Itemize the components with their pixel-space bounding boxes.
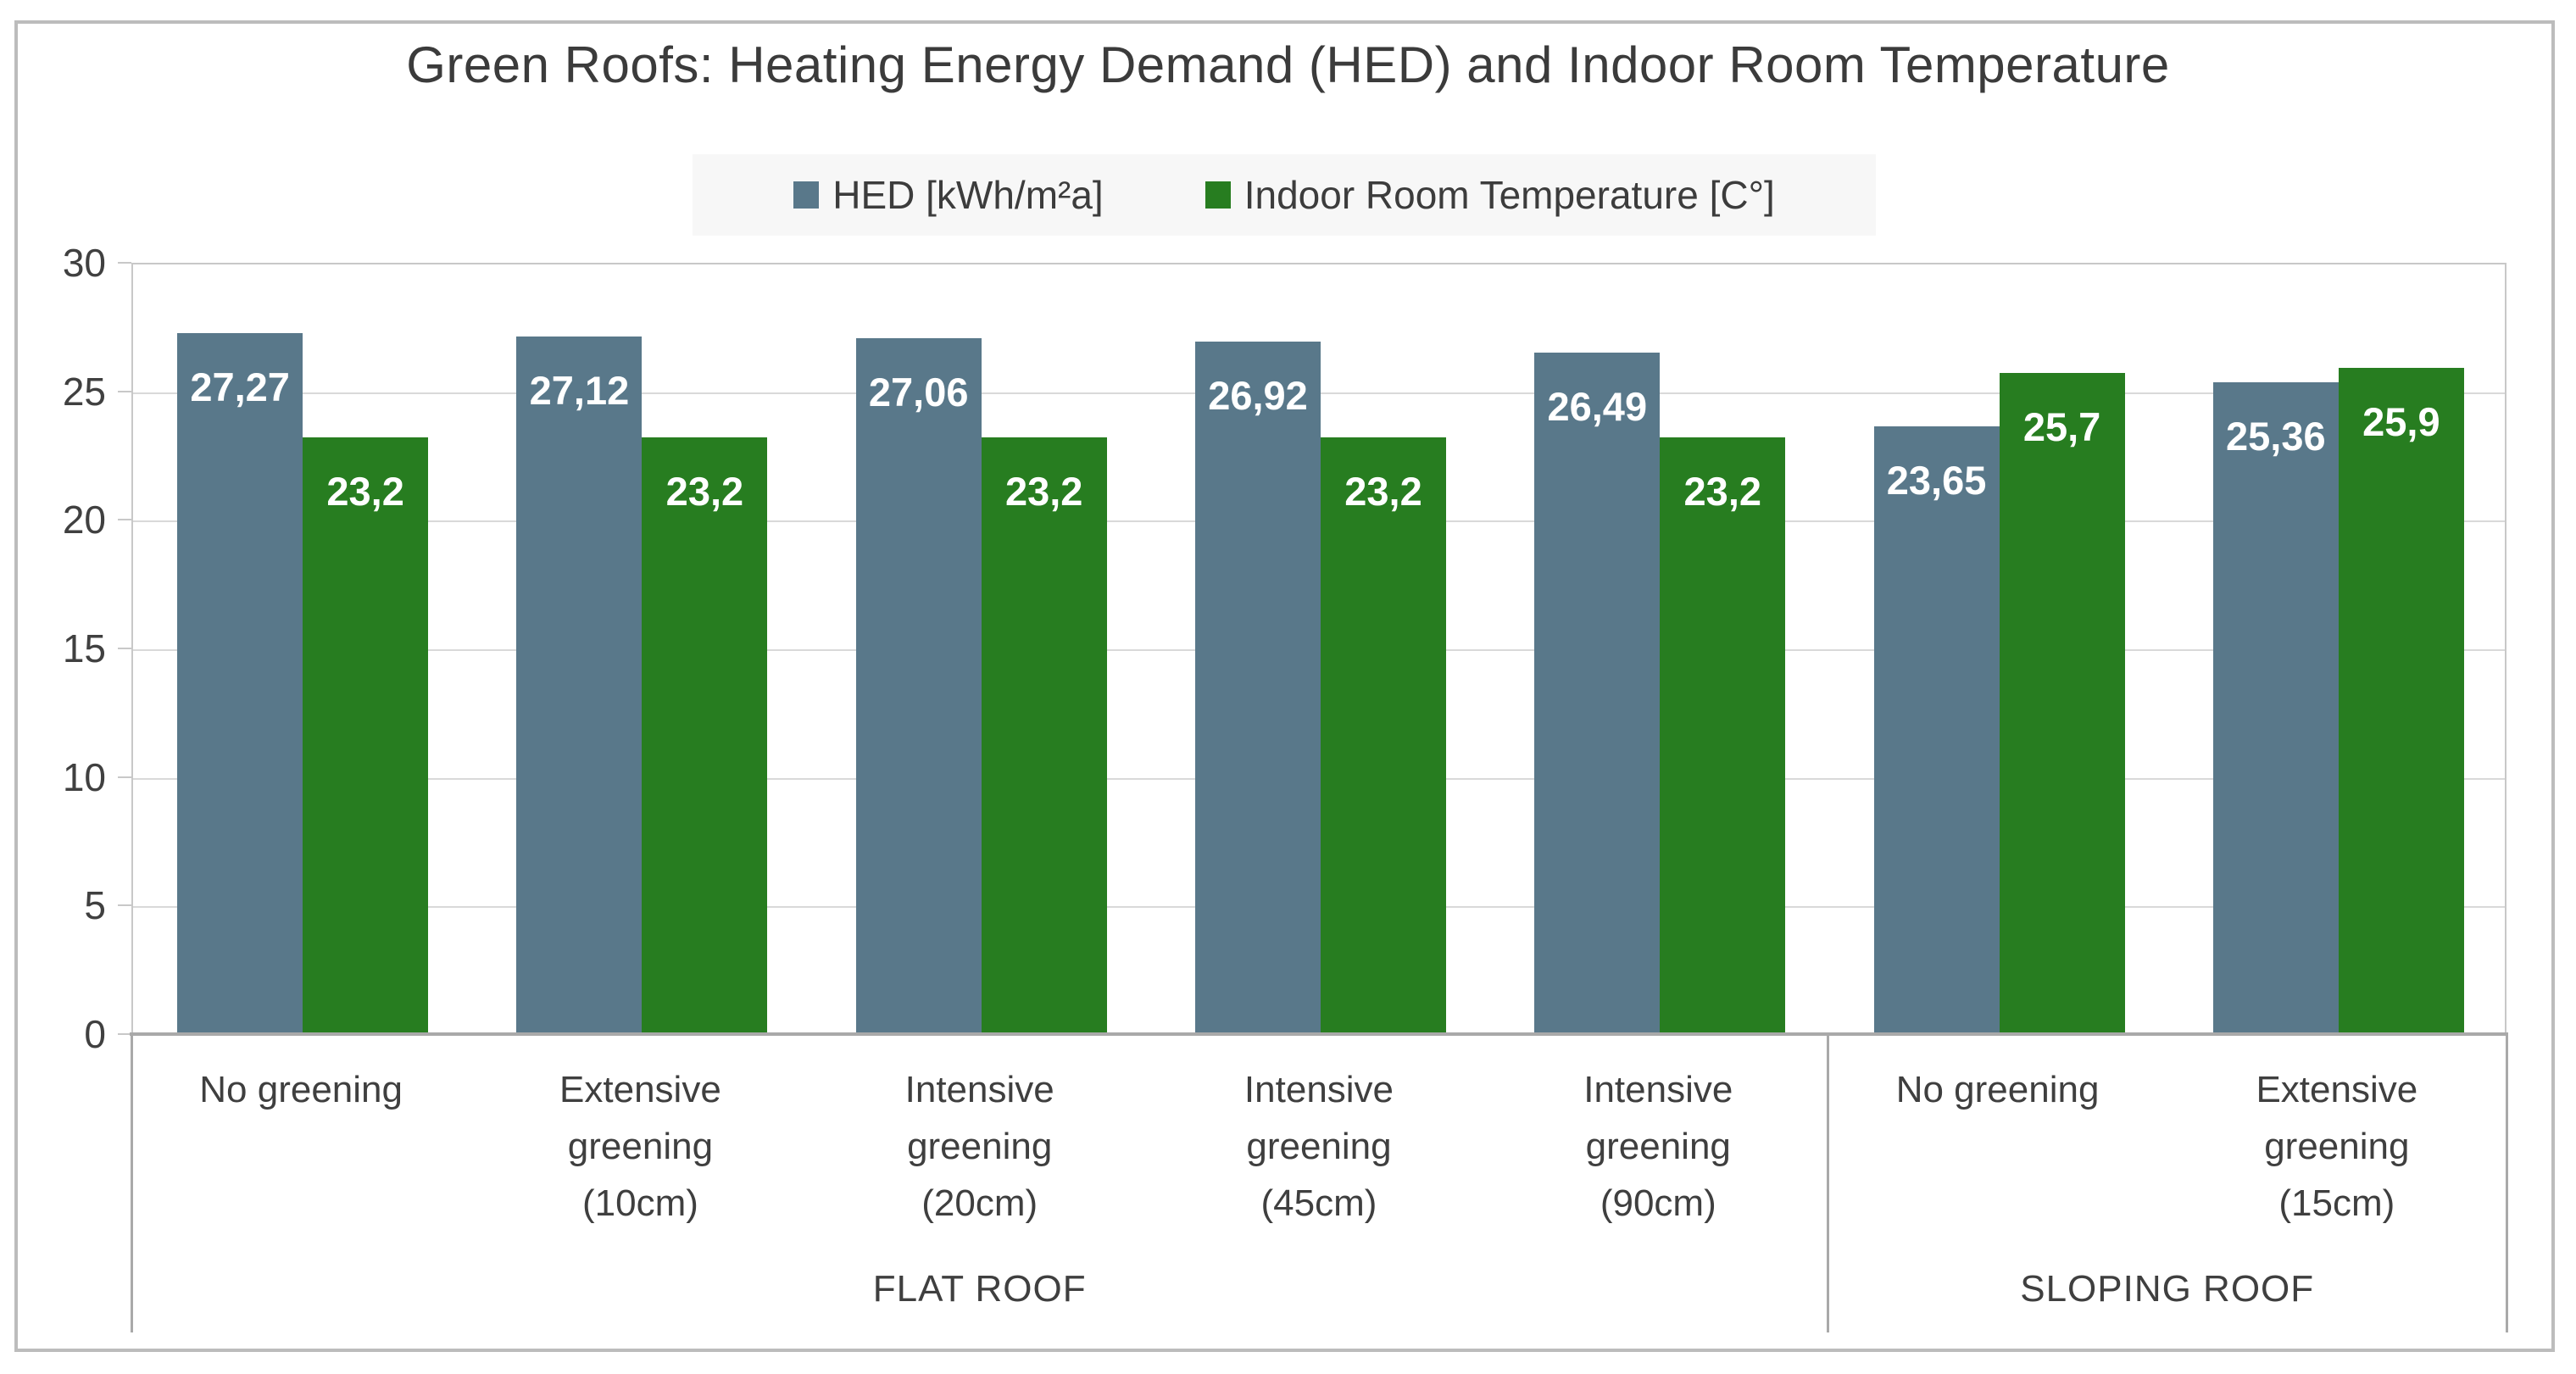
chart-title: Green Roofs: Heating Energy Demand (HED)…: [406, 36, 2170, 93]
y-tick-label-25: 25: [62, 369, 106, 414]
bar-series0-cat3: 26,92: [1195, 342, 1321, 1034]
category-label-line: (10cm): [581, 1182, 698, 1224]
bar-series1-cat2: 23,2: [981, 437, 1107, 1034]
category-label-line: greening: [907, 1126, 1053, 1167]
bar-series0-cat0: 27,27: [177, 332, 303, 1034]
group-label-0: FLAT ROOF: [872, 1268, 1087, 1310]
category-label-line: No greening: [199, 1069, 403, 1110]
bar-value-label: 23,2: [1004, 469, 1083, 515]
y-tick-mark-20: [118, 519, 131, 521]
legend-label-temperature: Indoor Room Temperature [C°]: [1243, 173, 1775, 217]
bar-value-label: 27,27: [190, 364, 290, 409]
category-label-line: greening: [567, 1126, 714, 1167]
y-tick-label-20: 20: [62, 498, 106, 542]
category-label-3: Intensive greening (45cm): [1149, 1061, 1488, 1232]
category-label-line: (90cm): [1600, 1182, 1716, 1224]
category-label-4: Intensive greening (90cm): [1488, 1061, 1828, 1232]
bar-series0-cat2: 27,06: [855, 338, 982, 1034]
category-label-0: No greening: [131, 1061, 470, 1118]
y-tick-label-0: 0: [84, 1012, 106, 1056]
bar-value-label: 23,2: [326, 469, 404, 515]
bar-series1-cat3: 23,2: [1321, 437, 1446, 1034]
bar-series0-cat5: 23,65: [1873, 426, 2000, 1034]
group-label-1: SLOPING ROOF: [2020, 1268, 2315, 1310]
category-label-5: No greening: [1828, 1061, 2167, 1118]
category-label-2: Intensive greening (20cm): [810, 1061, 1149, 1232]
category-label-1: Extensive greening (10cm): [470, 1061, 810, 1232]
x-axis-line: [130, 1032, 2508, 1036]
legend-label-hed: HED [kWh/m²a]: [832, 173, 1104, 217]
y-tick-label-10: 10: [62, 754, 106, 799]
bar-value-label: 23,2: [1344, 469, 1422, 515]
axis-group-divider-0: [130, 1034, 133, 1332]
legend-item-hed: HED [kWh/m²a]: [793, 172, 1104, 218]
bar-series1-cat4: 23,2: [1660, 437, 1786, 1034]
bar-series0-cat4: 26,49: [1534, 353, 1661, 1034]
plot-area: 27,27 27,12 27,06 26,92 26,49 23,65 25,36 23,2 2…: [131, 263, 2506, 1034]
bar-series0-cat1: 27,12: [516, 337, 643, 1034]
y-tick-label-5: 5: [84, 883, 106, 928]
category-label-line: Extensive: [559, 1069, 721, 1110]
category-label-line: Extensive: [2256, 1069, 2418, 1110]
y-tick-mark-30: [118, 262, 131, 264]
y-tick-mark-15: [118, 648, 131, 649]
y-tick-mark-5: [118, 904, 131, 907]
y-tick-label-30: 30: [62, 241, 106, 285]
y-tick-label-15: 15: [62, 626, 106, 670]
axis-group-divider-1: [1826, 1034, 1829, 1332]
category-label-line: No greening: [1895, 1069, 2100, 1110]
category-label-line: greening: [1246, 1126, 1392, 1167]
bar-value-label: 27,12: [529, 368, 630, 414]
category-label-line: (45cm): [1260, 1182, 1377, 1224]
y-tick-mark-10: [118, 776, 131, 778]
legend-swatch-temperature: [1205, 181, 1231, 209]
bar-value-label: 23,2: [665, 469, 744, 515]
bar-value-label: 26,92: [1208, 373, 1308, 419]
category-label-line: (20cm): [921, 1182, 1038, 1224]
legend: HED [kWh/m²a] Indoor Room Temperature [C…: [693, 154, 1876, 236]
bar-value-label: 27,06: [868, 370, 969, 415]
category-label-line: greening: [2264, 1126, 2410, 1167]
bar-value-label: 23,2: [1683, 469, 1762, 515]
bar-value-label: 25,36: [2226, 413, 2326, 459]
category-label-line: greening: [1585, 1126, 1731, 1167]
bar-series1-cat1: 23,2: [642, 437, 768, 1034]
category-label-line: (15cm): [2278, 1182, 2395, 1224]
bar-series1-cat0: 23,2: [303, 437, 429, 1034]
bar-value-label: 25,7: [2022, 404, 2101, 450]
bar-series1-cat6: 25,9: [2338, 368, 2464, 1034]
bar-value-label: 25,9: [2362, 399, 2440, 445]
category-label-line: Intensive: [904, 1069, 1054, 1110]
chart-border: [14, 20, 2555, 1352]
bar-series1-cat5: 25,7: [1999, 373, 2125, 1034]
legend-swatch-hed: [793, 181, 820, 209]
y-tick-mark-25: [118, 390, 131, 392]
axis-group-divider-2: [2505, 1034, 2508, 1332]
category-label-line: Intensive: [1243, 1069, 1394, 1110]
bar-value-label: 26,49: [1547, 384, 1648, 430]
legend-item-temperature: Indoor Room Temperature [C°]: [1205, 172, 1775, 218]
bar-value-label: 23,65: [1886, 457, 1987, 503]
bar-series0-cat6: 25,36: [2212, 381, 2339, 1034]
category-label-line: Intensive: [1583, 1069, 1733, 1110]
category-label-6: Extensive greening (15cm): [2167, 1061, 2506, 1232]
y-tick-mark-0: [118, 1033, 131, 1035]
